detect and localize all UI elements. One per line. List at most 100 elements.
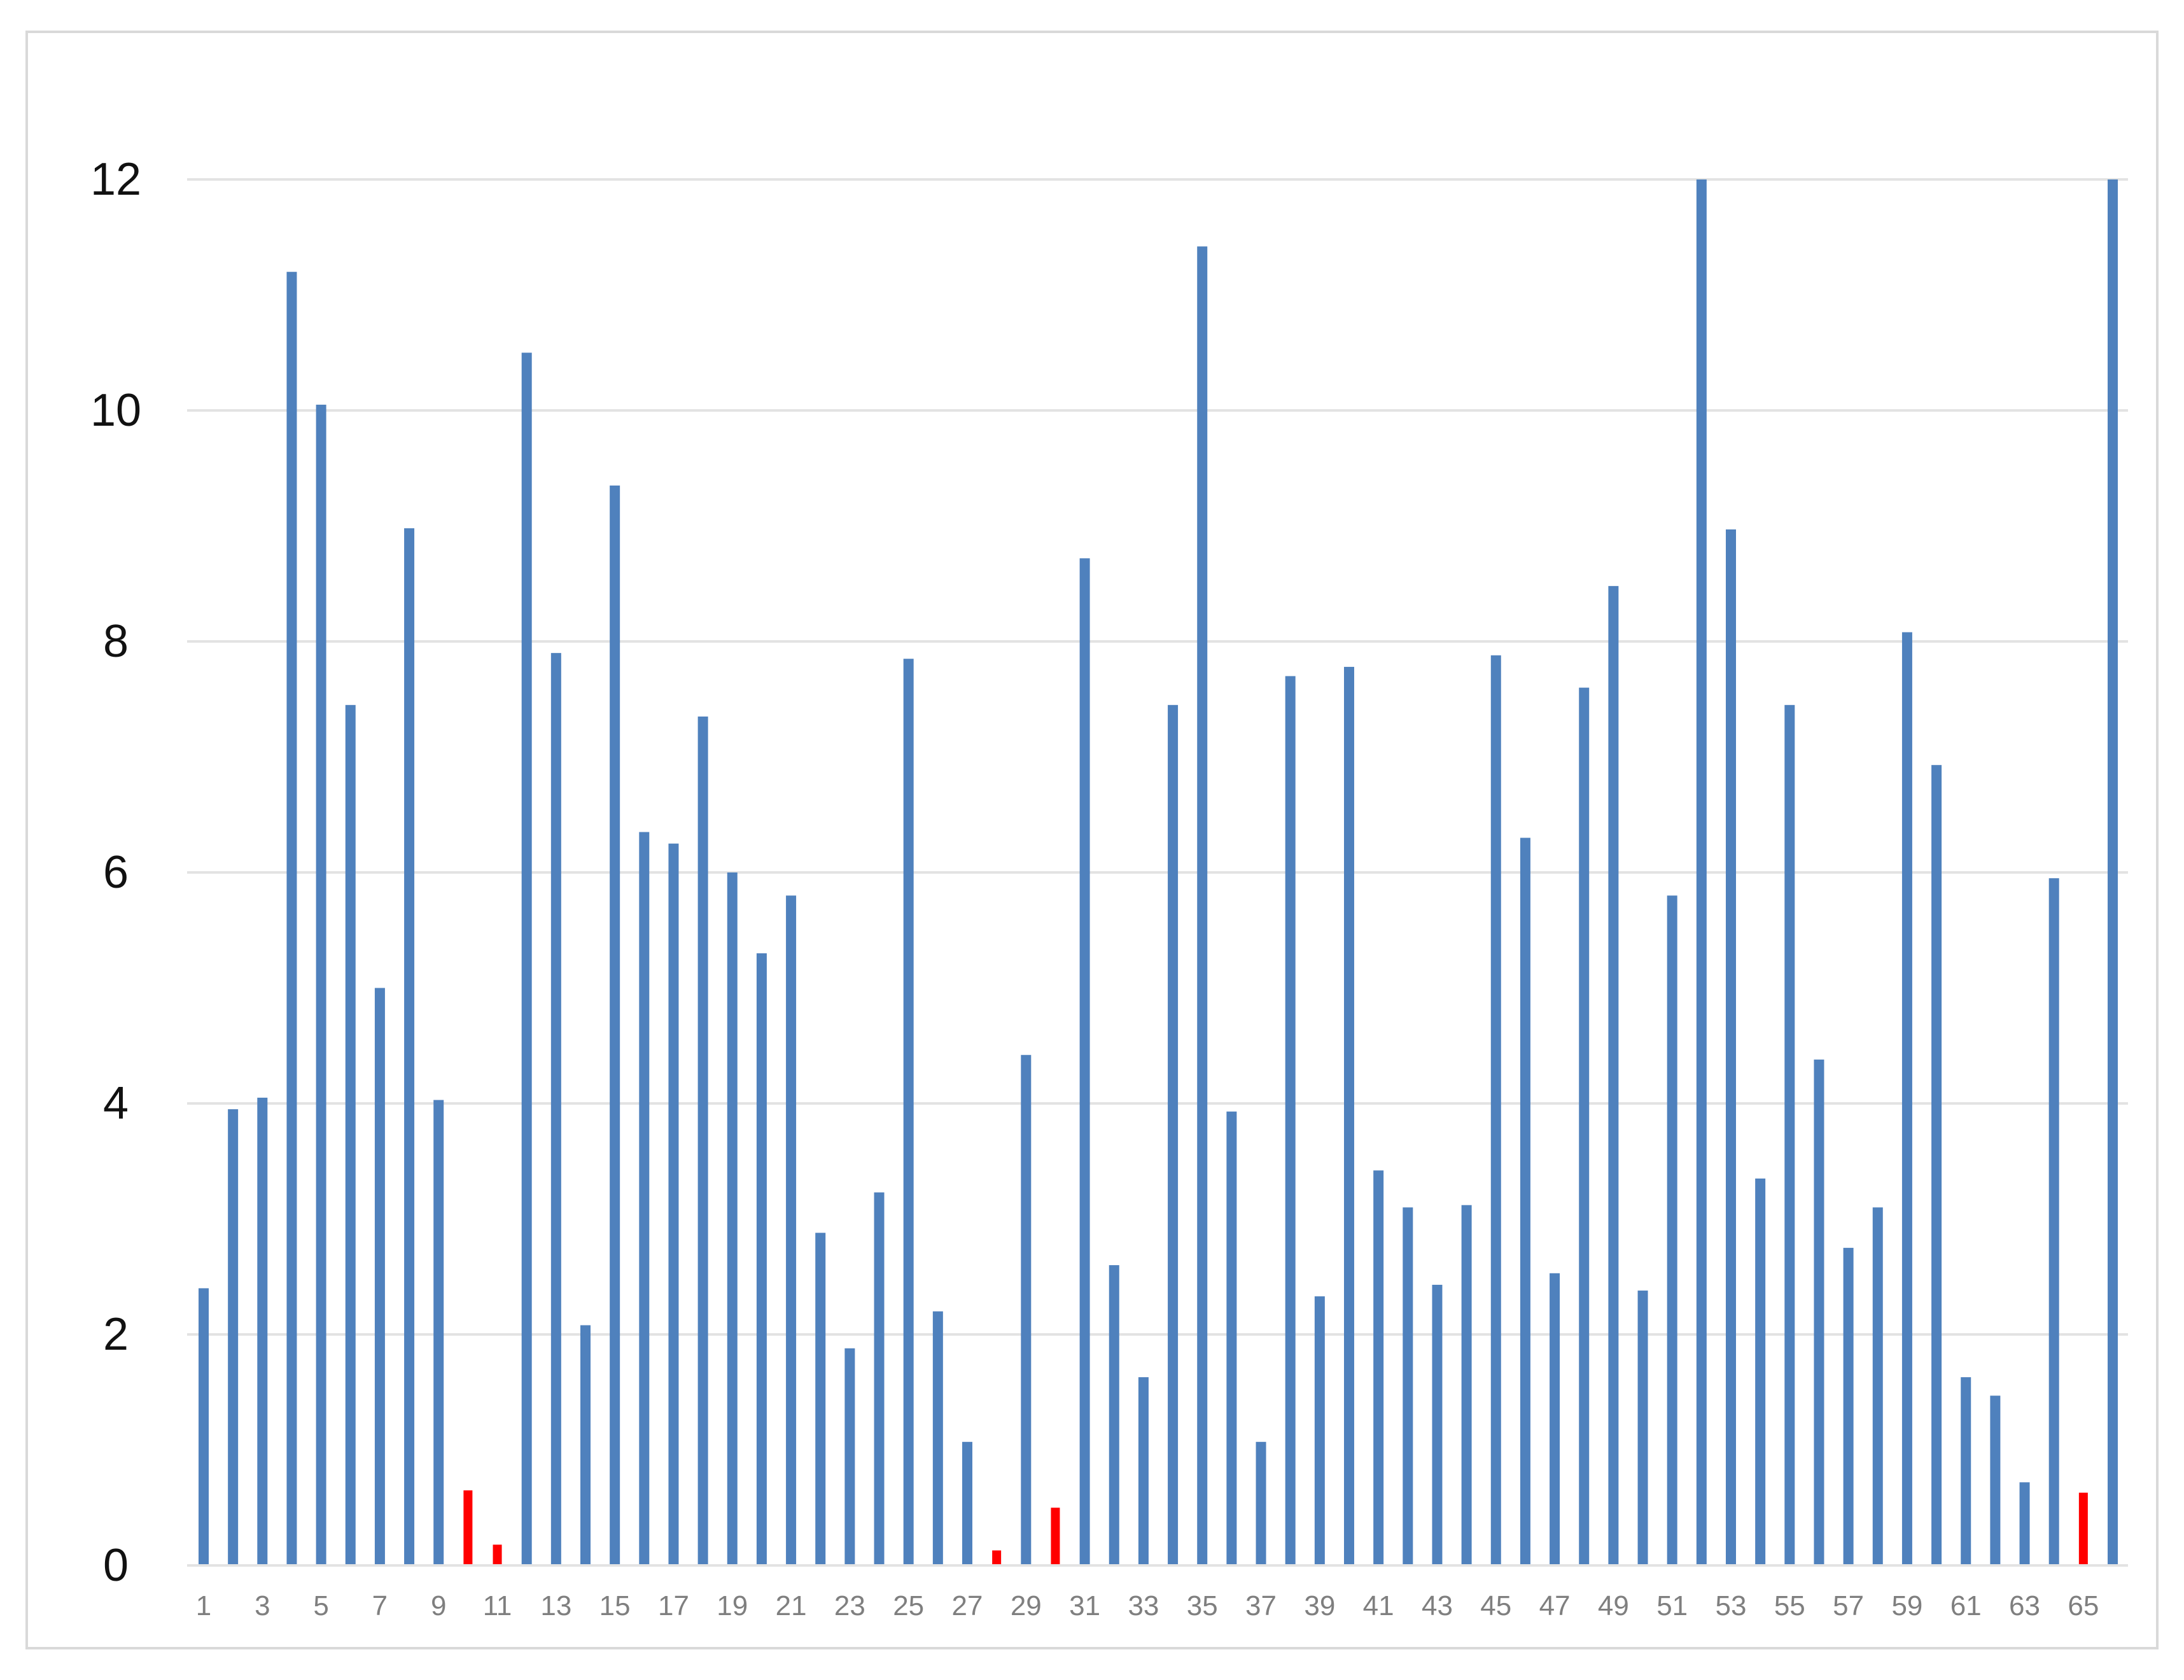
bars: [199, 179, 2118, 1566]
bar: [1726, 529, 1736, 1565]
x-tick-label: 63: [2009, 1590, 2040, 1621]
bar: [228, 1109, 239, 1565]
bar-highlighted: [992, 1550, 1002, 1565]
y-axis-ticks: 0 2 4 6 8 10 12: [90, 154, 141, 1591]
x-tick-label: 53: [1716, 1590, 1747, 1621]
x-tick-label: 35: [1187, 1590, 1218, 1621]
bar: [874, 1192, 885, 1565]
bar: [286, 272, 297, 1566]
bar: [550, 653, 561, 1565]
x-tick-label: 13: [540, 1590, 571, 1621]
bar: [1403, 1207, 1413, 1565]
x-tick-label: 49: [1598, 1590, 1629, 1621]
bar: [1931, 765, 1942, 1565]
bar: [932, 1311, 943, 1565]
y-tick-label: 4: [103, 1078, 129, 1129]
bar: [2048, 878, 2059, 1565]
bar: [1314, 1296, 1325, 1565]
bar: [1961, 1377, 1971, 1565]
y-tick-label: 12: [90, 154, 141, 205]
bar: [2108, 179, 2118, 1565]
bar: [962, 1441, 972, 1565]
bar: [1021, 1054, 1032, 1565]
x-tick-label: 55: [1774, 1590, 1805, 1621]
x-tick-label: 59: [1891, 1590, 1922, 1621]
x-tick-label: 61: [1950, 1590, 1982, 1621]
bar: [1608, 585, 1619, 1565]
x-tick-label: 9: [431, 1590, 446, 1621]
y-tick-label: 10: [90, 385, 141, 436]
chart-frame: 0 2 4 6 8 10 12 1 3 5 7 9 11 13 15 17 19 21 23 25 27 29 31 33 3…: [25, 31, 2159, 1649]
bar: [1109, 1265, 1119, 1565]
bar: [1344, 666, 1354, 1565]
x-tick-label: 3: [255, 1590, 270, 1621]
x-tick-label: 25: [893, 1590, 924, 1621]
bar: [1755, 1178, 1766, 1565]
bar: [1490, 655, 1501, 1565]
bar: [815, 1233, 826, 1565]
x-tick-label: 51: [1656, 1590, 1688, 1621]
x-tick-label: 19: [717, 1590, 748, 1621]
y-tick-label: 6: [103, 847, 129, 898]
bar: [1843, 1247, 1854, 1565]
bar: [316, 404, 326, 1565]
x-axis-ticks: 1 3 5 7 9 11 13 15 17 19 21 23 25 27 29 31 33 35 37 39 41 43 4…: [196, 1590, 2099, 1621]
bar: [639, 832, 650, 1565]
bar: [1550, 1273, 1560, 1565]
bar: [1814, 1060, 1824, 1565]
bar: [786, 895, 797, 1565]
y-tick-label: 8: [103, 616, 129, 667]
bar: [1285, 676, 1296, 1565]
y-tick-label: 2: [103, 1309, 129, 1360]
bar: [903, 659, 914, 1565]
bar-highlighted: [463, 1490, 473, 1565]
bar: [521, 353, 532, 1565]
bar: [668, 843, 679, 1565]
bar: [756, 953, 767, 1565]
x-tick-label: 7: [372, 1590, 388, 1621]
bar-highlighted: [2078, 1492, 2088, 1565]
x-tick-label: 11: [483, 1590, 512, 1621]
x-tick-label: 17: [658, 1590, 689, 1621]
bar-highlighted: [1051, 1508, 1060, 1565]
bar: [1079, 558, 1090, 1565]
x-tick-label: 43: [1422, 1590, 1453, 1621]
bar: [404, 528, 415, 1565]
bar: [1872, 1207, 1883, 1565]
bar: [1990, 1396, 2001, 1565]
x-tick-label: 27: [952, 1590, 983, 1621]
bar: [1168, 704, 1179, 1565]
x-tick-label: 15: [599, 1590, 631, 1621]
bar: [199, 1288, 209, 1565]
bar: [1197, 246, 1208, 1565]
x-tick-label: 29: [1011, 1590, 1042, 1621]
bar: [1461, 1205, 1472, 1565]
bar: [433, 1100, 444, 1565]
bar: [1432, 1284, 1443, 1565]
x-tick-label: 57: [1833, 1590, 1864, 1621]
x-tick-label: 39: [1304, 1590, 1335, 1621]
bar: [1579, 687, 1590, 1565]
x-tick-label: 23: [834, 1590, 865, 1621]
y-tick-label: 0: [103, 1540, 129, 1591]
x-tick-label: 31: [1069, 1590, 1100, 1621]
x-tick-label: 37: [1245, 1590, 1277, 1621]
x-tick-label: 47: [1539, 1590, 1571, 1621]
bar: [2019, 1482, 2030, 1565]
bar: [580, 1325, 591, 1565]
bar: [257, 1097, 268, 1565]
bar: [1667, 895, 1677, 1565]
bar: [1226, 1111, 1237, 1565]
bar: [1696, 179, 1707, 1565]
bar: [610, 485, 620, 1565]
bar: [844, 1348, 855, 1565]
x-tick-label: 21: [776, 1590, 807, 1621]
bar: [1520, 837, 1530, 1565]
bar: [345, 704, 356, 1565]
x-tick-label: 65: [2068, 1590, 2099, 1621]
bar: [1901, 632, 1912, 1565]
bar-highlighted: [493, 1544, 502, 1565]
bar: [697, 716, 708, 1565]
bar: [727, 872, 738, 1565]
